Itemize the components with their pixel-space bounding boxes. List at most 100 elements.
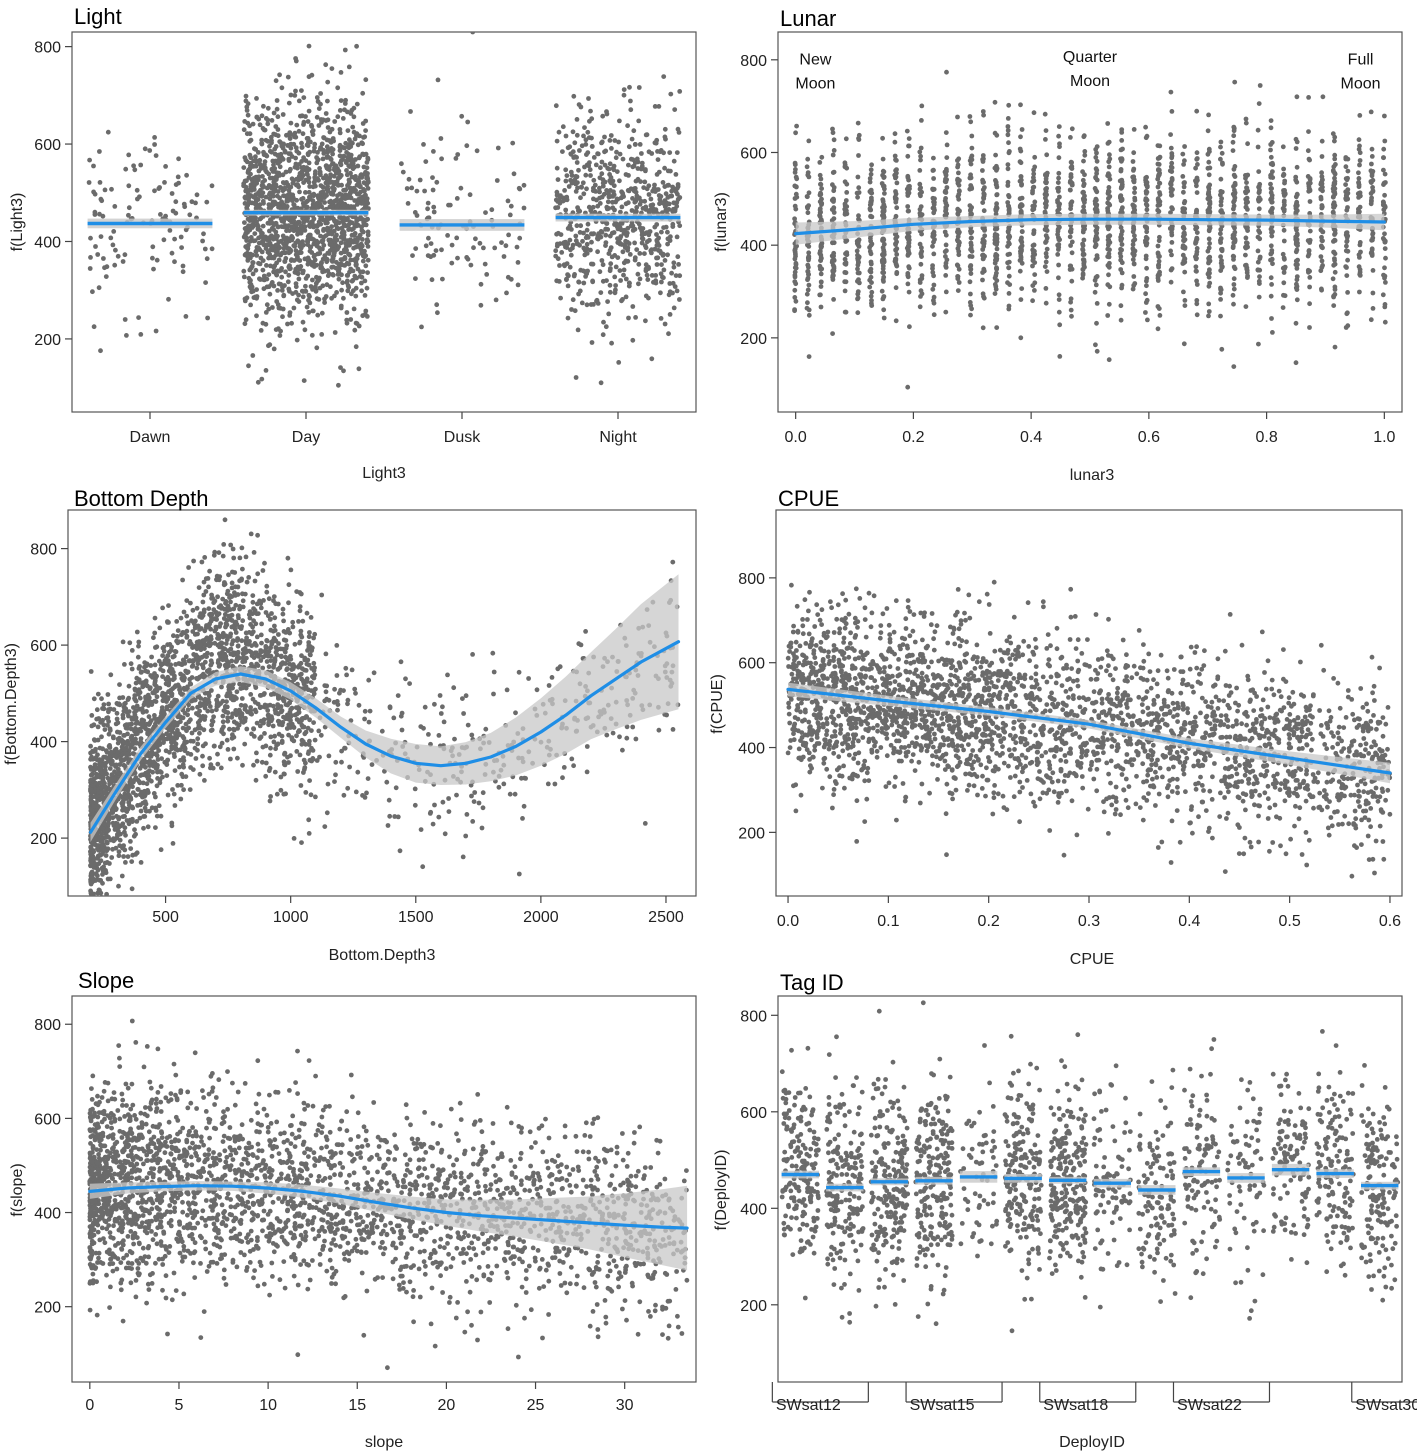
data-point [184, 172, 190, 178]
data-point [270, 245, 275, 250]
data-point [610, 199, 615, 205]
data-point [671, 305, 677, 311]
data-point [1383, 280, 1388, 285]
data-point [440, 276, 445, 282]
data-point [616, 139, 621, 145]
data-point [355, 200, 361, 206]
data-point [994, 232, 1000, 238]
data-point [300, 319, 306, 325]
data-point [1180, 174, 1186, 179]
data-point [257, 247, 263, 253]
data-point [254, 313, 259, 319]
data-point [649, 247, 654, 253]
data-point [1331, 303, 1337, 308]
data-point [1055, 180, 1061, 186]
data-point [1094, 348, 1100, 354]
data-point [1306, 129, 1311, 135]
data-point [856, 216, 861, 222]
data-point [173, 210, 179, 216]
data-point [1345, 257, 1350, 263]
data-point [342, 249, 347, 255]
data-point [856, 153, 861, 158]
data-point [310, 287, 315, 292]
data-point [854, 248, 860, 254]
data-point [599, 171, 605, 177]
data-point [675, 184, 681, 190]
data-point [661, 267, 667, 273]
data-point [856, 213, 861, 219]
data-point [617, 268, 623, 273]
data-point [273, 242, 279, 248]
data-point [1381, 272, 1386, 278]
data-point [869, 190, 875, 196]
data-point [1180, 244, 1186, 250]
data-point [893, 242, 898, 247]
data-point [328, 172, 333, 178]
data-point [351, 129, 357, 135]
data-point [584, 246, 590, 252]
data-point [183, 227, 189, 233]
data-point [1270, 330, 1275, 335]
data-point [356, 182, 362, 188]
y-tick-label: 600 [34, 137, 61, 154]
data-point [1218, 139, 1224, 145]
data-point [293, 88, 298, 94]
data-point [306, 310, 312, 315]
data-point [318, 262, 324, 267]
data-point [1069, 126, 1075, 132]
data-point [343, 97, 348, 103]
data-point [344, 172, 350, 178]
data-point [1132, 281, 1138, 286]
data-point [405, 201, 411, 206]
data-point [582, 125, 587, 130]
data-point [917, 280, 923, 285]
data-point [599, 258, 605, 263]
data-point [167, 228, 173, 233]
data-point [654, 232, 659, 237]
data-point [844, 204, 850, 210]
data-point [632, 186, 638, 191]
data-point [438, 136, 444, 141]
data-point [881, 274, 887, 280]
data-point [335, 246, 340, 252]
data-point [352, 175, 357, 181]
data-point [314, 114, 320, 120]
data-point [273, 327, 279, 332]
data-point [1105, 224, 1110, 229]
data-point [955, 276, 961, 282]
data-point [264, 169, 269, 175]
data-point [553, 103, 559, 109]
data-point [306, 189, 312, 195]
data-point [599, 194, 605, 200]
data-point [967, 254, 973, 259]
data-point [359, 140, 365, 146]
data-point [603, 324, 609, 330]
data-point [1157, 313, 1163, 318]
data-point [317, 196, 323, 202]
data-point [151, 266, 156, 272]
data-point [1144, 297, 1150, 303]
data-point [1043, 137, 1048, 142]
data-point [449, 260, 455, 266]
data-point [1206, 255, 1212, 261]
data-point [600, 180, 606, 186]
moon-phase-annotation: Quarter [1063, 49, 1118, 66]
data-point [792, 256, 798, 262]
data-point [593, 162, 599, 168]
data-point [298, 245, 304, 251]
data-point [1031, 256, 1036, 261]
data-point [661, 275, 666, 281]
data-point [956, 280, 962, 285]
data-point [1345, 196, 1350, 202]
data-point [1206, 236, 1212, 242]
data-point [568, 252, 574, 258]
data-point [1381, 146, 1387, 152]
data-point [266, 306, 272, 312]
data-point [587, 118, 592, 124]
data-point [1005, 252, 1011, 257]
data-point [265, 117, 271, 123]
data-point [1330, 186, 1336, 192]
data-point [359, 274, 365, 280]
data-point [1030, 263, 1035, 269]
data-point [271, 283, 277, 289]
